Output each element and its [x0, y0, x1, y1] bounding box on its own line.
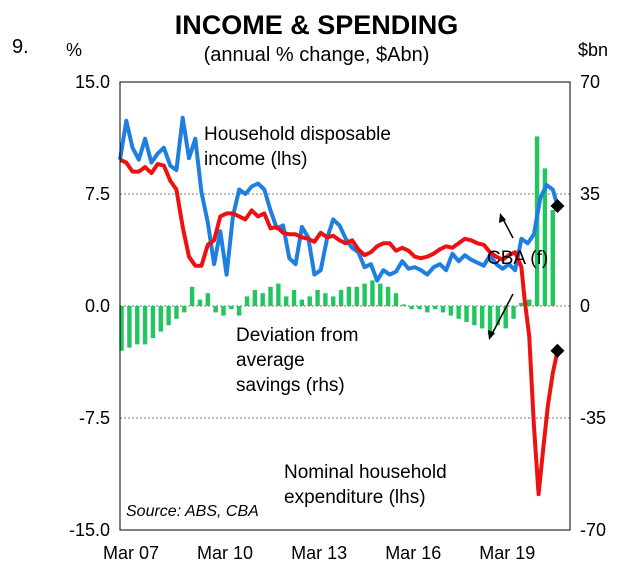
savings-bar: [472, 306, 477, 326]
forecast-marker: [550, 343, 565, 358]
x-tick-label: Mar 07: [103, 543, 159, 563]
savings-bar: [182, 306, 187, 313]
expenditure-label-line1: Nominal household: [284, 462, 447, 483]
savings-bar: [197, 299, 203, 306]
savings-bar: [268, 286, 273, 306]
savings-bar: [417, 306, 422, 310]
income-label-line1: Household disposable: [204, 124, 391, 145]
left-tick-label: 7.5: [85, 184, 110, 204]
savings-bar: [166, 306, 171, 326]
left-tick-label: 0.0: [85, 296, 110, 316]
forecast-label: CBA (f): [487, 248, 548, 269]
savings-label-line2: average: [236, 350, 305, 371]
right-tick-label: -70: [580, 520, 606, 540]
left-tick-label: 15.0: [75, 72, 110, 92]
savings-label-line1: Deviation from: [236, 325, 359, 346]
savings-bar: [362, 283, 367, 306]
savings-bar: [229, 306, 234, 310]
savings-bar: [338, 290, 344, 306]
savings-bar: [331, 296, 336, 306]
right-axis-unit: $bn: [578, 40, 609, 60]
expenditure-label-line2: expenditure (lhs): [284, 487, 426, 508]
savings-bar: [252, 290, 258, 306]
source-note: Source: ABS, CBA: [126, 503, 259, 520]
x-tick-label: Mar 16: [385, 543, 441, 563]
savings-bar: [456, 306, 461, 319]
savings-bar: [189, 286, 195, 306]
savings-bar: [542, 168, 548, 306]
forecast-arrowhead-up: [499, 213, 506, 223]
savings-bar: [221, 306, 226, 316]
savings-bar: [135, 306, 140, 345]
savings-bar: [142, 306, 148, 345]
savings-bar: [370, 280, 375, 306]
savings-bar: [119, 306, 124, 351]
right-tick-label: 0: [580, 296, 590, 316]
savings-bar: [323, 293, 328, 306]
savings-bar: [236, 306, 242, 316]
savings-bar: [378, 283, 383, 306]
chart-subtitle: (annual % change, $Abn): [203, 44, 430, 66]
savings-bar: [495, 306, 501, 326]
forecast-markers: [550, 198, 565, 358]
savings-bar: [244, 296, 250, 306]
savings-bar: [291, 290, 297, 306]
savings-bar: [354, 286, 359, 306]
right-axis-ticks: 70 35 0 -35 -70: [580, 72, 606, 540]
right-tick-label: 35: [580, 184, 600, 204]
income-line: [118, 115, 560, 283]
savings-bar: [479, 306, 485, 329]
savings-bar: [299, 299, 305, 306]
figure-number: 9.: [12, 36, 29, 58]
left-tick-label: -7.5: [79, 408, 110, 428]
savings-bar: [205, 293, 211, 306]
savings-bar: [432, 306, 438, 310]
savings-bar: [315, 290, 320, 306]
savings-bar: [174, 306, 179, 319]
expenditure-line: [119, 157, 560, 497]
forecast-arrow-down: [491, 293, 514, 335]
chart-title: INCOME & SPENDING: [174, 10, 459, 40]
savings-bar: [440, 306, 446, 313]
income-label-line2: income (lhs): [204, 149, 307, 170]
right-tick-label: 70: [580, 72, 600, 92]
savings-bar: [464, 306, 469, 322]
forecast-arrowhead-down: [488, 330, 495, 340]
savings-bar: [385, 286, 391, 306]
savings-bar: [401, 304, 406, 306]
savings-label-line3: savings (rhs): [236, 375, 345, 396]
forecast-marker: [550, 198, 565, 213]
savings-bar: [527, 299, 532, 306]
savings-bar: [213, 306, 218, 313]
savings-bar: [448, 306, 454, 316]
savings-bar: [519, 302, 524, 306]
savings-bar: [284, 296, 289, 306]
left-axis-unit: %: [66, 40, 83, 60]
left-axis-ticks: 15.0 7.5 0.0 -7.5 -15.0: [69, 72, 110, 540]
savings-bar: [346, 286, 352, 306]
x-tick-label: Mar 13: [291, 543, 347, 563]
savings-bar: [550, 210, 555, 306]
x-tick-label: Mar 19: [479, 543, 535, 563]
right-tick-label: -35: [580, 408, 606, 428]
savings-bar: [260, 293, 265, 306]
plot-frame: [119, 81, 571, 531]
gridlines: [120, 193, 570, 419]
left-tick-label: -15.0: [69, 520, 110, 540]
savings-bar: [158, 306, 163, 332]
savings-bar: [503, 306, 508, 329]
savings-bar: [393, 293, 399, 306]
savings-bar: [511, 306, 516, 319]
savings-bar: [307, 296, 312, 306]
savings-bar: [487, 306, 493, 335]
savings-bar: [425, 306, 430, 313]
forecast-arrow-up: [502, 218, 514, 239]
x-tick-label: Mar 10: [197, 543, 253, 563]
savings-bar: [127, 306, 132, 348]
savings-bar: [150, 306, 156, 338]
savings-bar: [276, 283, 281, 306]
x-axis-ticks: Mar 07 Mar 10 Mar 13 Mar 16 Mar 19: [103, 543, 535, 563]
savings-bar: [409, 306, 414, 310]
